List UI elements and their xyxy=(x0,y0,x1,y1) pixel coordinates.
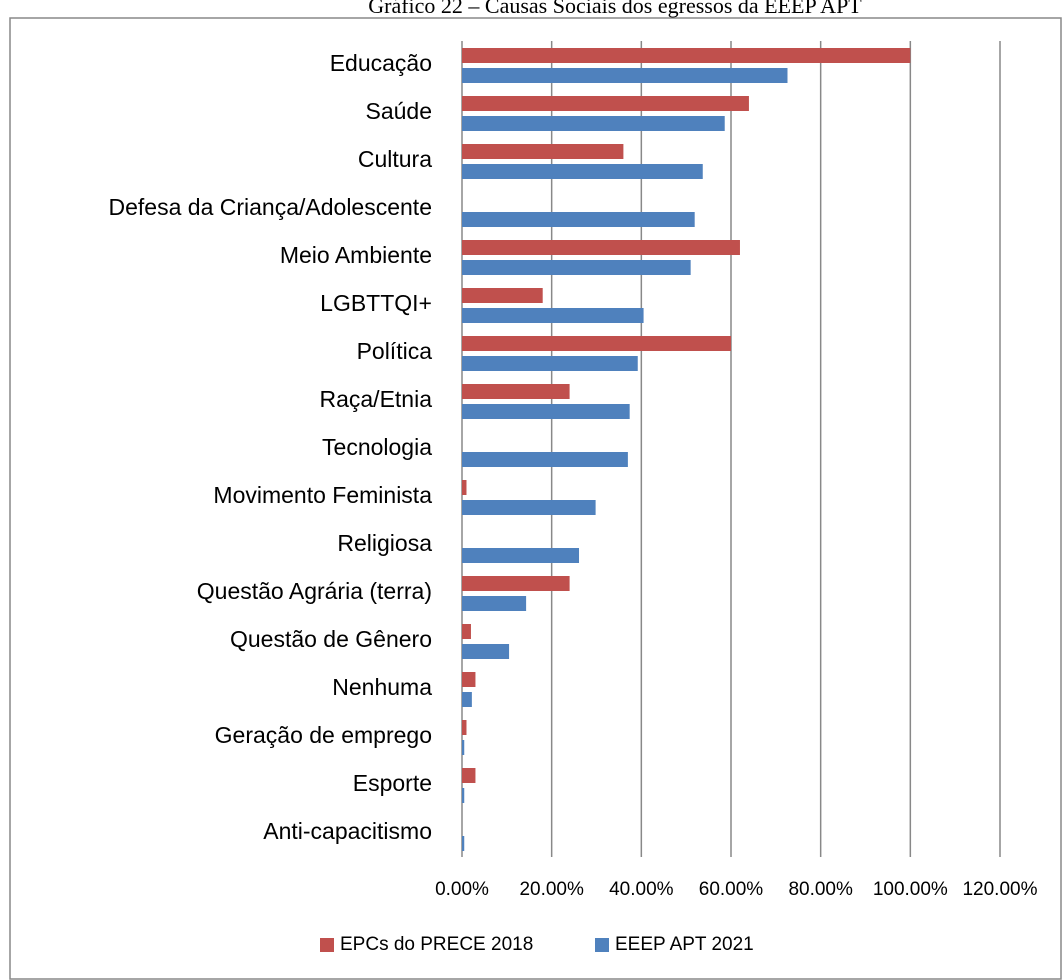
y-tick-label: LGBTTQI+ xyxy=(320,290,432,316)
legend-label: EPCs do PRECE 2018 xyxy=(340,934,533,955)
bar xyxy=(462,576,570,591)
y-tick-label: Questão Agrária (terra) xyxy=(197,578,432,604)
y-tick-label: Anti-capacitismo xyxy=(263,818,432,844)
x-tick-label: 80.00% xyxy=(788,879,853,900)
y-tick-label: Esporte xyxy=(353,770,432,796)
chart-frame xyxy=(9,17,1062,980)
y-tick-label: Movimento Feminista xyxy=(213,482,432,508)
bar xyxy=(462,768,476,783)
bar xyxy=(462,68,788,83)
chart-title: Gráfico 22 – Causas Sociais dos egressos… xyxy=(368,0,862,18)
legend-swatch xyxy=(320,938,334,952)
bar xyxy=(462,164,703,179)
bar xyxy=(462,672,476,687)
x-tick-label: 120.00% xyxy=(962,879,1037,900)
y-tick-label: Questão de Gênero xyxy=(230,626,432,652)
bar xyxy=(462,308,644,323)
bar xyxy=(462,452,628,467)
bar xyxy=(462,548,580,563)
bar xyxy=(462,260,691,275)
bar xyxy=(462,288,543,303)
y-tick-label: Cultura xyxy=(358,146,432,172)
bar xyxy=(462,720,467,735)
bar xyxy=(462,644,510,659)
bar xyxy=(462,356,638,371)
y-tick-label: Tecnologia xyxy=(322,434,432,460)
bar xyxy=(462,96,749,111)
legend-swatch xyxy=(595,938,609,952)
bar xyxy=(462,404,630,419)
bar xyxy=(462,116,725,131)
bar xyxy=(462,788,465,803)
y-tick-label: Religiosa xyxy=(337,530,432,556)
bar xyxy=(462,336,731,351)
bar xyxy=(462,500,596,515)
x-tick-label: 40.00% xyxy=(609,879,674,900)
y-tick-label: Educação xyxy=(330,50,432,76)
bar xyxy=(462,740,465,755)
y-tick-label: Defesa da Criança/Adolescente xyxy=(109,194,432,220)
bar xyxy=(462,384,570,399)
bar xyxy=(462,212,695,227)
bar xyxy=(462,480,467,495)
y-tick-label: Geração de emprego xyxy=(215,722,432,748)
bar xyxy=(462,836,465,851)
y-tick-label: Saúde xyxy=(365,98,432,124)
bar xyxy=(462,144,624,159)
y-tick-label: Raça/Etnia xyxy=(319,386,432,412)
x-tick-label: 100.00% xyxy=(873,879,948,900)
bar xyxy=(462,240,740,255)
bar xyxy=(462,624,471,639)
y-tick-label: Nenhuma xyxy=(332,674,432,700)
x-tick-label: 60.00% xyxy=(699,879,764,900)
legend-label: EEEP APT 2021 xyxy=(615,934,754,955)
x-tick-label: 0.00% xyxy=(435,879,489,900)
bar xyxy=(462,692,472,707)
bar xyxy=(462,596,527,611)
y-tick-label: Meio Ambiente xyxy=(280,242,432,268)
y-tick-label: Política xyxy=(357,338,433,364)
bar xyxy=(462,48,911,63)
x-tick-label: 20.00% xyxy=(519,879,584,900)
